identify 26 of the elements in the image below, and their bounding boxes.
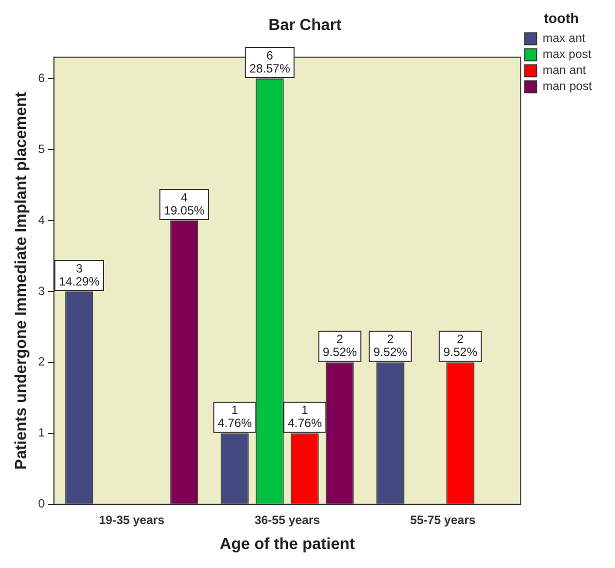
data-label: 6 28.57% — [249, 48, 290, 76]
x-tick-label: 19-35 years — [98, 512, 165, 527]
data-label: 3 14.29% — [58, 261, 100, 288]
legend-title: tooth — [544, 10, 579, 26]
y-tick-label: 2 — [38, 354, 46, 369]
chart-title: Bar Chart — [268, 17, 342, 34]
y-tick-label: 0 — [38, 496, 46, 511]
x-axis-title: Age of the patient — [220, 536, 356, 553]
data-label: 1 4.76% — [218, 403, 252, 430]
data-label: 4 19.05% — [164, 190, 205, 218]
y-tick-label: 5 — [38, 142, 46, 156]
data-label: 1 4.76% — [288, 403, 322, 430]
y-tick-label: 6 — [38, 70, 46, 85]
data-label: 2 9.52% — [443, 332, 478, 360]
legend-label: man ant — [542, 63, 587, 78]
y-tick-label: 3 — [38, 284, 46, 298]
data-label: 2 9.52% — [322, 332, 358, 360]
y-axis-title: Patients undergone Immediate Implant placement — [13, 91, 30, 470]
legend-label: max ant — [542, 31, 586, 46]
legend-label: max post — [542, 47, 592, 62]
data-label: 2 9.52% — [373, 332, 408, 360]
y-tick-label: 1 — [38, 426, 46, 440]
x-tick-label: 36-55 years — [254, 512, 320, 527]
y-tick-label: 4 — [38, 212, 46, 227]
x-tick-label: 55-75 years — [410, 512, 476, 527]
legend-label: man post — [542, 79, 593, 94]
